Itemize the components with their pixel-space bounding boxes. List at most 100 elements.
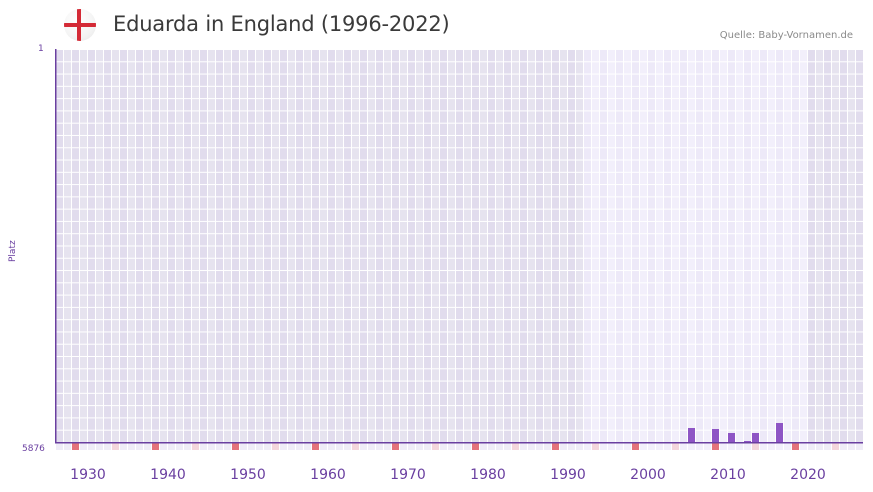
y-axis-top-label: 1 bbox=[38, 44, 44, 54]
year-marker bbox=[352, 443, 359, 450]
year-marker bbox=[144, 443, 151, 450]
year-marker bbox=[472, 443, 479, 450]
year-marker bbox=[632, 443, 639, 450]
year-marker bbox=[416, 443, 423, 450]
year-marker bbox=[160, 443, 167, 450]
year-marker bbox=[400, 443, 407, 450]
year-marker bbox=[720, 443, 727, 450]
year-marker bbox=[488, 443, 495, 450]
year-marker bbox=[168, 443, 175, 450]
x-axis-label-1980: 1980 bbox=[470, 467, 506, 483]
year-marker bbox=[744, 443, 751, 450]
y-axis-title: Platz bbox=[8, 222, 18, 262]
year-marker bbox=[304, 443, 311, 450]
year-marker bbox=[392, 443, 399, 450]
year-marker bbox=[808, 443, 815, 450]
year-marker bbox=[224, 443, 231, 450]
year-marker bbox=[568, 443, 575, 450]
year-marker bbox=[528, 443, 535, 450]
year-marker bbox=[832, 443, 839, 450]
year-marker bbox=[784, 443, 791, 450]
year-marker bbox=[768, 443, 775, 450]
year-marker bbox=[408, 443, 415, 450]
x-axis-label-1960: 1960 bbox=[310, 467, 346, 483]
rank-bar-2012[interactable] bbox=[728, 433, 735, 442]
year-marker bbox=[640, 443, 647, 450]
year-marker bbox=[536, 443, 543, 450]
year-marker bbox=[320, 443, 327, 450]
year-marker bbox=[688, 443, 695, 450]
year-marker bbox=[560, 443, 567, 450]
year-marker bbox=[88, 443, 95, 450]
year-marker bbox=[856, 443, 863, 450]
year-marker bbox=[136, 443, 143, 450]
year-marker bbox=[424, 443, 431, 450]
year-marker bbox=[752, 443, 759, 450]
x-axis-label-1950: 1950 bbox=[230, 467, 266, 483]
chart-plot-area bbox=[55, 49, 863, 450]
year-marker bbox=[656, 443, 663, 450]
year-marker bbox=[432, 443, 439, 450]
year-marker bbox=[824, 443, 831, 450]
year-marker bbox=[464, 443, 471, 450]
year-marker bbox=[376, 443, 383, 450]
year-marker bbox=[312, 443, 319, 450]
year-marker bbox=[664, 443, 671, 450]
year-marker bbox=[336, 443, 343, 450]
year-marker bbox=[200, 443, 207, 450]
year-marker bbox=[736, 443, 743, 450]
year-marker bbox=[288, 443, 295, 450]
year-marker bbox=[368, 443, 375, 450]
year-marker bbox=[56, 443, 63, 450]
year-marker bbox=[104, 443, 111, 450]
year-marker bbox=[512, 443, 519, 450]
x-axis-label-2020: 2020 bbox=[790, 467, 826, 483]
rank-bar-2015[interactable] bbox=[752, 433, 759, 442]
x-axis-label-2000: 2000 bbox=[630, 467, 666, 483]
year-marker bbox=[800, 443, 807, 450]
year-marker bbox=[712, 443, 719, 450]
rank-bar-2014[interactable] bbox=[744, 441, 751, 442]
year-marker bbox=[248, 443, 255, 450]
year-marker bbox=[760, 443, 767, 450]
year-marker bbox=[272, 443, 279, 450]
x-axis-label-1940: 1940 bbox=[150, 467, 186, 483]
year-marker bbox=[256, 443, 263, 450]
year-marker bbox=[384, 443, 391, 450]
year-marker bbox=[176, 443, 183, 450]
x-axis-label-1990: 1990 bbox=[550, 467, 586, 483]
rank-bar-2010[interactable] bbox=[712, 429, 719, 442]
x-axis-label-1930: 1930 bbox=[70, 467, 106, 483]
year-marker bbox=[112, 443, 119, 450]
year-marker bbox=[280, 443, 287, 450]
year-marker bbox=[496, 443, 503, 450]
year-marker bbox=[232, 443, 239, 450]
year-marker bbox=[344, 443, 351, 450]
source-credit: Quelle: Baby-Vornamen.de bbox=[719, 30, 853, 41]
year-marker bbox=[608, 443, 615, 450]
year-marker bbox=[520, 443, 527, 450]
year-marker bbox=[64, 443, 71, 450]
y-axis-bottom-label: 5876 bbox=[22, 444, 45, 454]
rank-bar-2007[interactable] bbox=[688, 428, 695, 442]
year-marker bbox=[80, 443, 87, 450]
year-marker bbox=[264, 443, 271, 450]
year-marker bbox=[184, 443, 191, 450]
year-marker bbox=[448, 443, 455, 450]
year-marker bbox=[816, 443, 823, 450]
year-marker bbox=[120, 443, 127, 450]
rank-bar-2018[interactable] bbox=[776, 423, 783, 442]
year-marker bbox=[680, 443, 687, 450]
chart-title: Eduarda in England (1996-2022) bbox=[113, 12, 450, 36]
year-marker bbox=[328, 443, 335, 450]
year-marker bbox=[584, 443, 591, 450]
year-marker bbox=[192, 443, 199, 450]
year-marker bbox=[600, 443, 607, 450]
year-marker bbox=[776, 443, 783, 450]
year-marker bbox=[504, 443, 511, 450]
year-marker bbox=[624, 443, 631, 450]
year-marker bbox=[152, 443, 159, 450]
year-marker bbox=[592, 443, 599, 450]
x-axis-line bbox=[55, 442, 863, 444]
year-marker bbox=[128, 443, 135, 450]
